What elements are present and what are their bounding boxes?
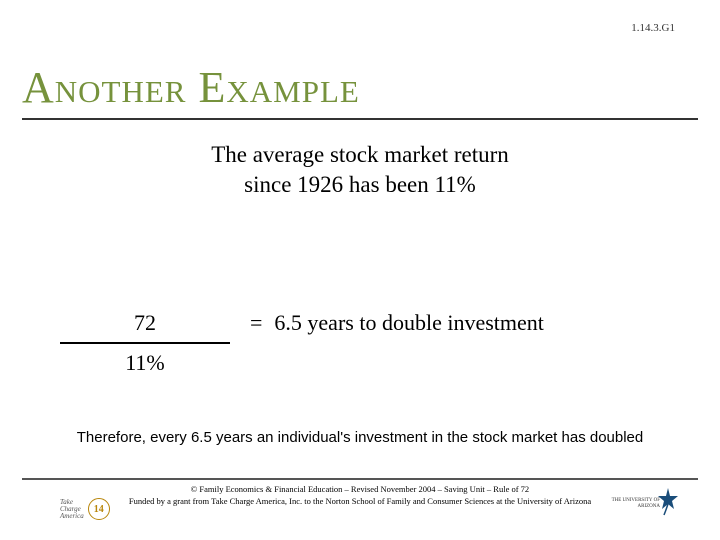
footer-divider	[22, 478, 698, 480]
logo-take-charge: Take Charge America 14	[60, 498, 110, 520]
logo-left-text: Take Charge America	[60, 499, 84, 520]
footer-line1: © Family Economics & Financial Education…	[0, 484, 720, 496]
fraction-line	[60, 342, 230, 344]
denominator: 11%	[60, 346, 230, 376]
fraction: 72 11%	[60, 310, 230, 376]
star-icon	[656, 486, 680, 516]
subtitle-line2: since 1926 has been 11%	[244, 172, 476, 197]
page-code: 1.14.3.G1	[631, 22, 675, 34]
subtitle-line1: The average stock market return	[211, 142, 509, 167]
result-text: 6.5 years to double investment	[274, 310, 543, 336]
logo-badge-icon: 14	[88, 498, 110, 520]
subtitle: The average stock market return since 19…	[0, 140, 720, 200]
logo-right-text: THE UNIVERSITY OF ARIZONA	[600, 498, 660, 509]
slide-title: Another Example	[22, 62, 360, 113]
conclusion-text: Therefore, every 6.5 years an individual…	[50, 428, 670, 448]
title-underline	[22, 118, 698, 120]
numerator: 72	[60, 310, 230, 340]
equation-result: = 6.5 years to double investment	[250, 310, 544, 336]
logo-university: THE UNIVERSITY OF ARIZONA	[620, 492, 680, 520]
equals-sign: =	[250, 310, 262, 336]
equation: 72 11% = 6.5 years to double investment	[60, 310, 660, 376]
